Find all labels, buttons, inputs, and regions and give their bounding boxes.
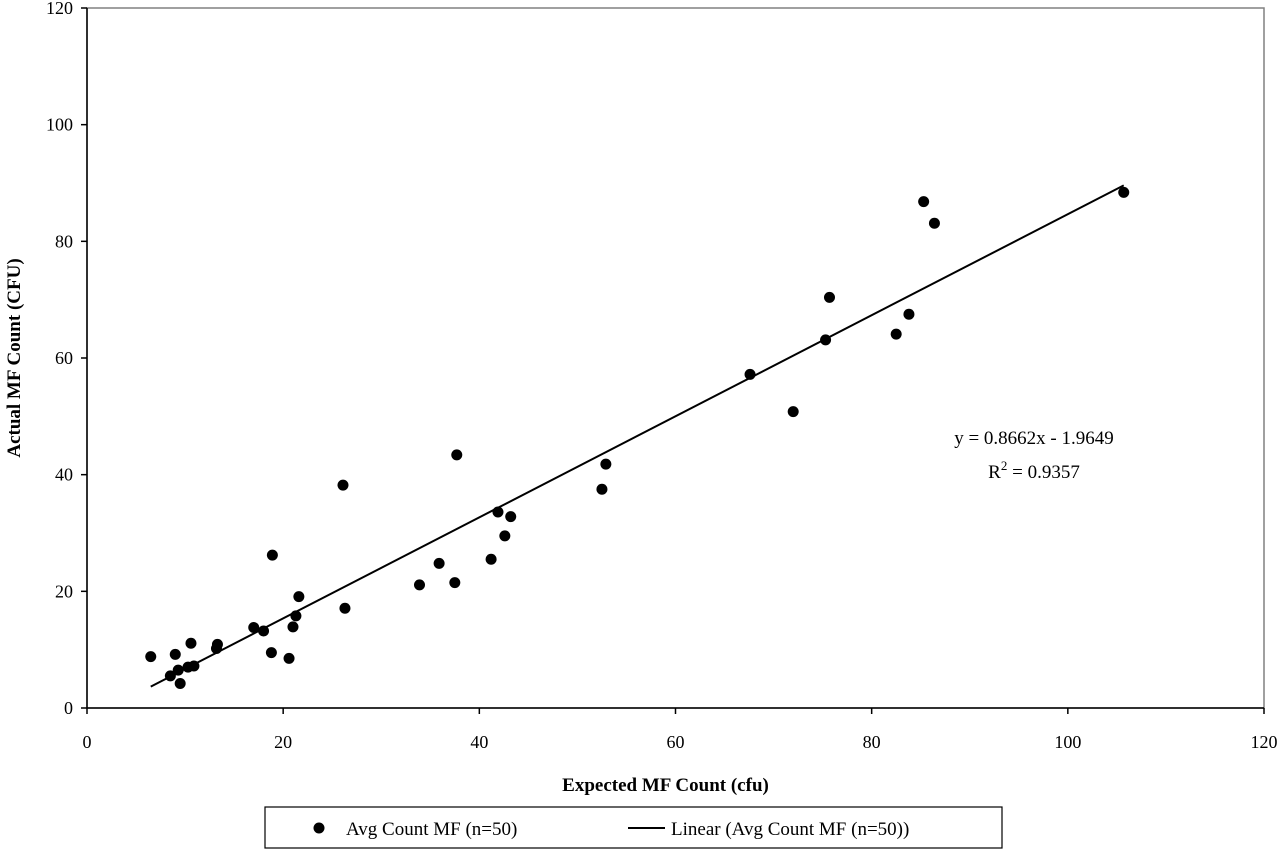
data-point bbox=[823, 291, 835, 303]
data-point bbox=[211, 638, 223, 650]
data-point bbox=[903, 308, 915, 320]
data-point bbox=[433, 557, 445, 569]
data-point bbox=[337, 479, 349, 491]
data-point bbox=[890, 328, 902, 340]
legend: Avg Count MF (n=50) Linear (Avg Count MF… bbox=[264, 806, 1003, 849]
data-point bbox=[172, 664, 184, 676]
y-tick-label: 80 bbox=[55, 231, 73, 251]
legend-label-linear: Linear (Avg Count MF (n=50)) bbox=[671, 819, 909, 840]
x-axis-title: Expected MF Count (cfu) bbox=[562, 775, 769, 796]
y-tick-label: 120 bbox=[46, 0, 73, 18]
data-point bbox=[505, 511, 517, 523]
data-points bbox=[145, 186, 1130, 689]
data-point bbox=[248, 622, 260, 633]
x-tick-label: 40 bbox=[470, 732, 488, 752]
data-point bbox=[918, 196, 930, 208]
data-point bbox=[499, 530, 511, 542]
data-point bbox=[164, 670, 176, 682]
data-point bbox=[293, 591, 305, 603]
data-point bbox=[339, 602, 351, 614]
data-point bbox=[265, 647, 277, 659]
y-tick-label: 100 bbox=[46, 115, 73, 135]
data-point bbox=[1118, 186, 1130, 198]
legend-scatter-marker bbox=[313, 822, 325, 834]
y-axis-title: Actual MF Count (CFU) bbox=[4, 258, 25, 457]
legend-label-scatter: Avg Count MF (n=50) bbox=[346, 819, 517, 840]
x-ticks: 0 20 40 60 80 100 120 bbox=[83, 708, 1278, 752]
r-squared-label: R2 = 0.9357 bbox=[988, 458, 1080, 483]
data-point bbox=[600, 458, 612, 470]
data-point bbox=[283, 652, 295, 664]
x-tick-label: 100 bbox=[1054, 732, 1081, 752]
y-tick-label: 60 bbox=[55, 348, 73, 368]
linear-trendline bbox=[150, 184, 1125, 688]
y-ticks: 0 20 40 60 80 100 120 bbox=[46, 0, 87, 718]
data-point bbox=[169, 648, 181, 660]
x-tick-label: 80 bbox=[863, 732, 881, 752]
data-point bbox=[414, 579, 426, 591]
data-point bbox=[787, 406, 799, 418]
data-point bbox=[744, 368, 756, 380]
y-tick-label: 40 bbox=[55, 465, 73, 485]
y-tick-label: 20 bbox=[55, 581, 73, 601]
data-point bbox=[185, 637, 197, 649]
y-tick-label: 0 bbox=[64, 698, 73, 718]
data-point bbox=[928, 217, 940, 229]
data-point bbox=[258, 625, 270, 637]
data-point bbox=[492, 506, 504, 518]
data-point bbox=[188, 660, 200, 672]
data-point bbox=[174, 678, 186, 689]
data-point bbox=[596, 483, 608, 495]
data-point bbox=[145, 651, 157, 663]
data-point bbox=[820, 334, 832, 346]
data-point bbox=[287, 621, 299, 633]
x-tick-label: 60 bbox=[667, 732, 685, 752]
regression-equation: y = 0.8662x - 1.9649 bbox=[954, 428, 1114, 449]
x-tick-label: 0 bbox=[83, 732, 92, 752]
plot-area-border bbox=[86, 7, 1265, 709]
data-point bbox=[449, 577, 461, 589]
data-point bbox=[485, 553, 497, 565]
data-point bbox=[451, 449, 463, 461]
x-tick-label: 20 bbox=[274, 732, 292, 752]
data-point bbox=[266, 549, 278, 561]
data-point bbox=[290, 610, 302, 622]
x-tick-label: 120 bbox=[1251, 732, 1278, 752]
